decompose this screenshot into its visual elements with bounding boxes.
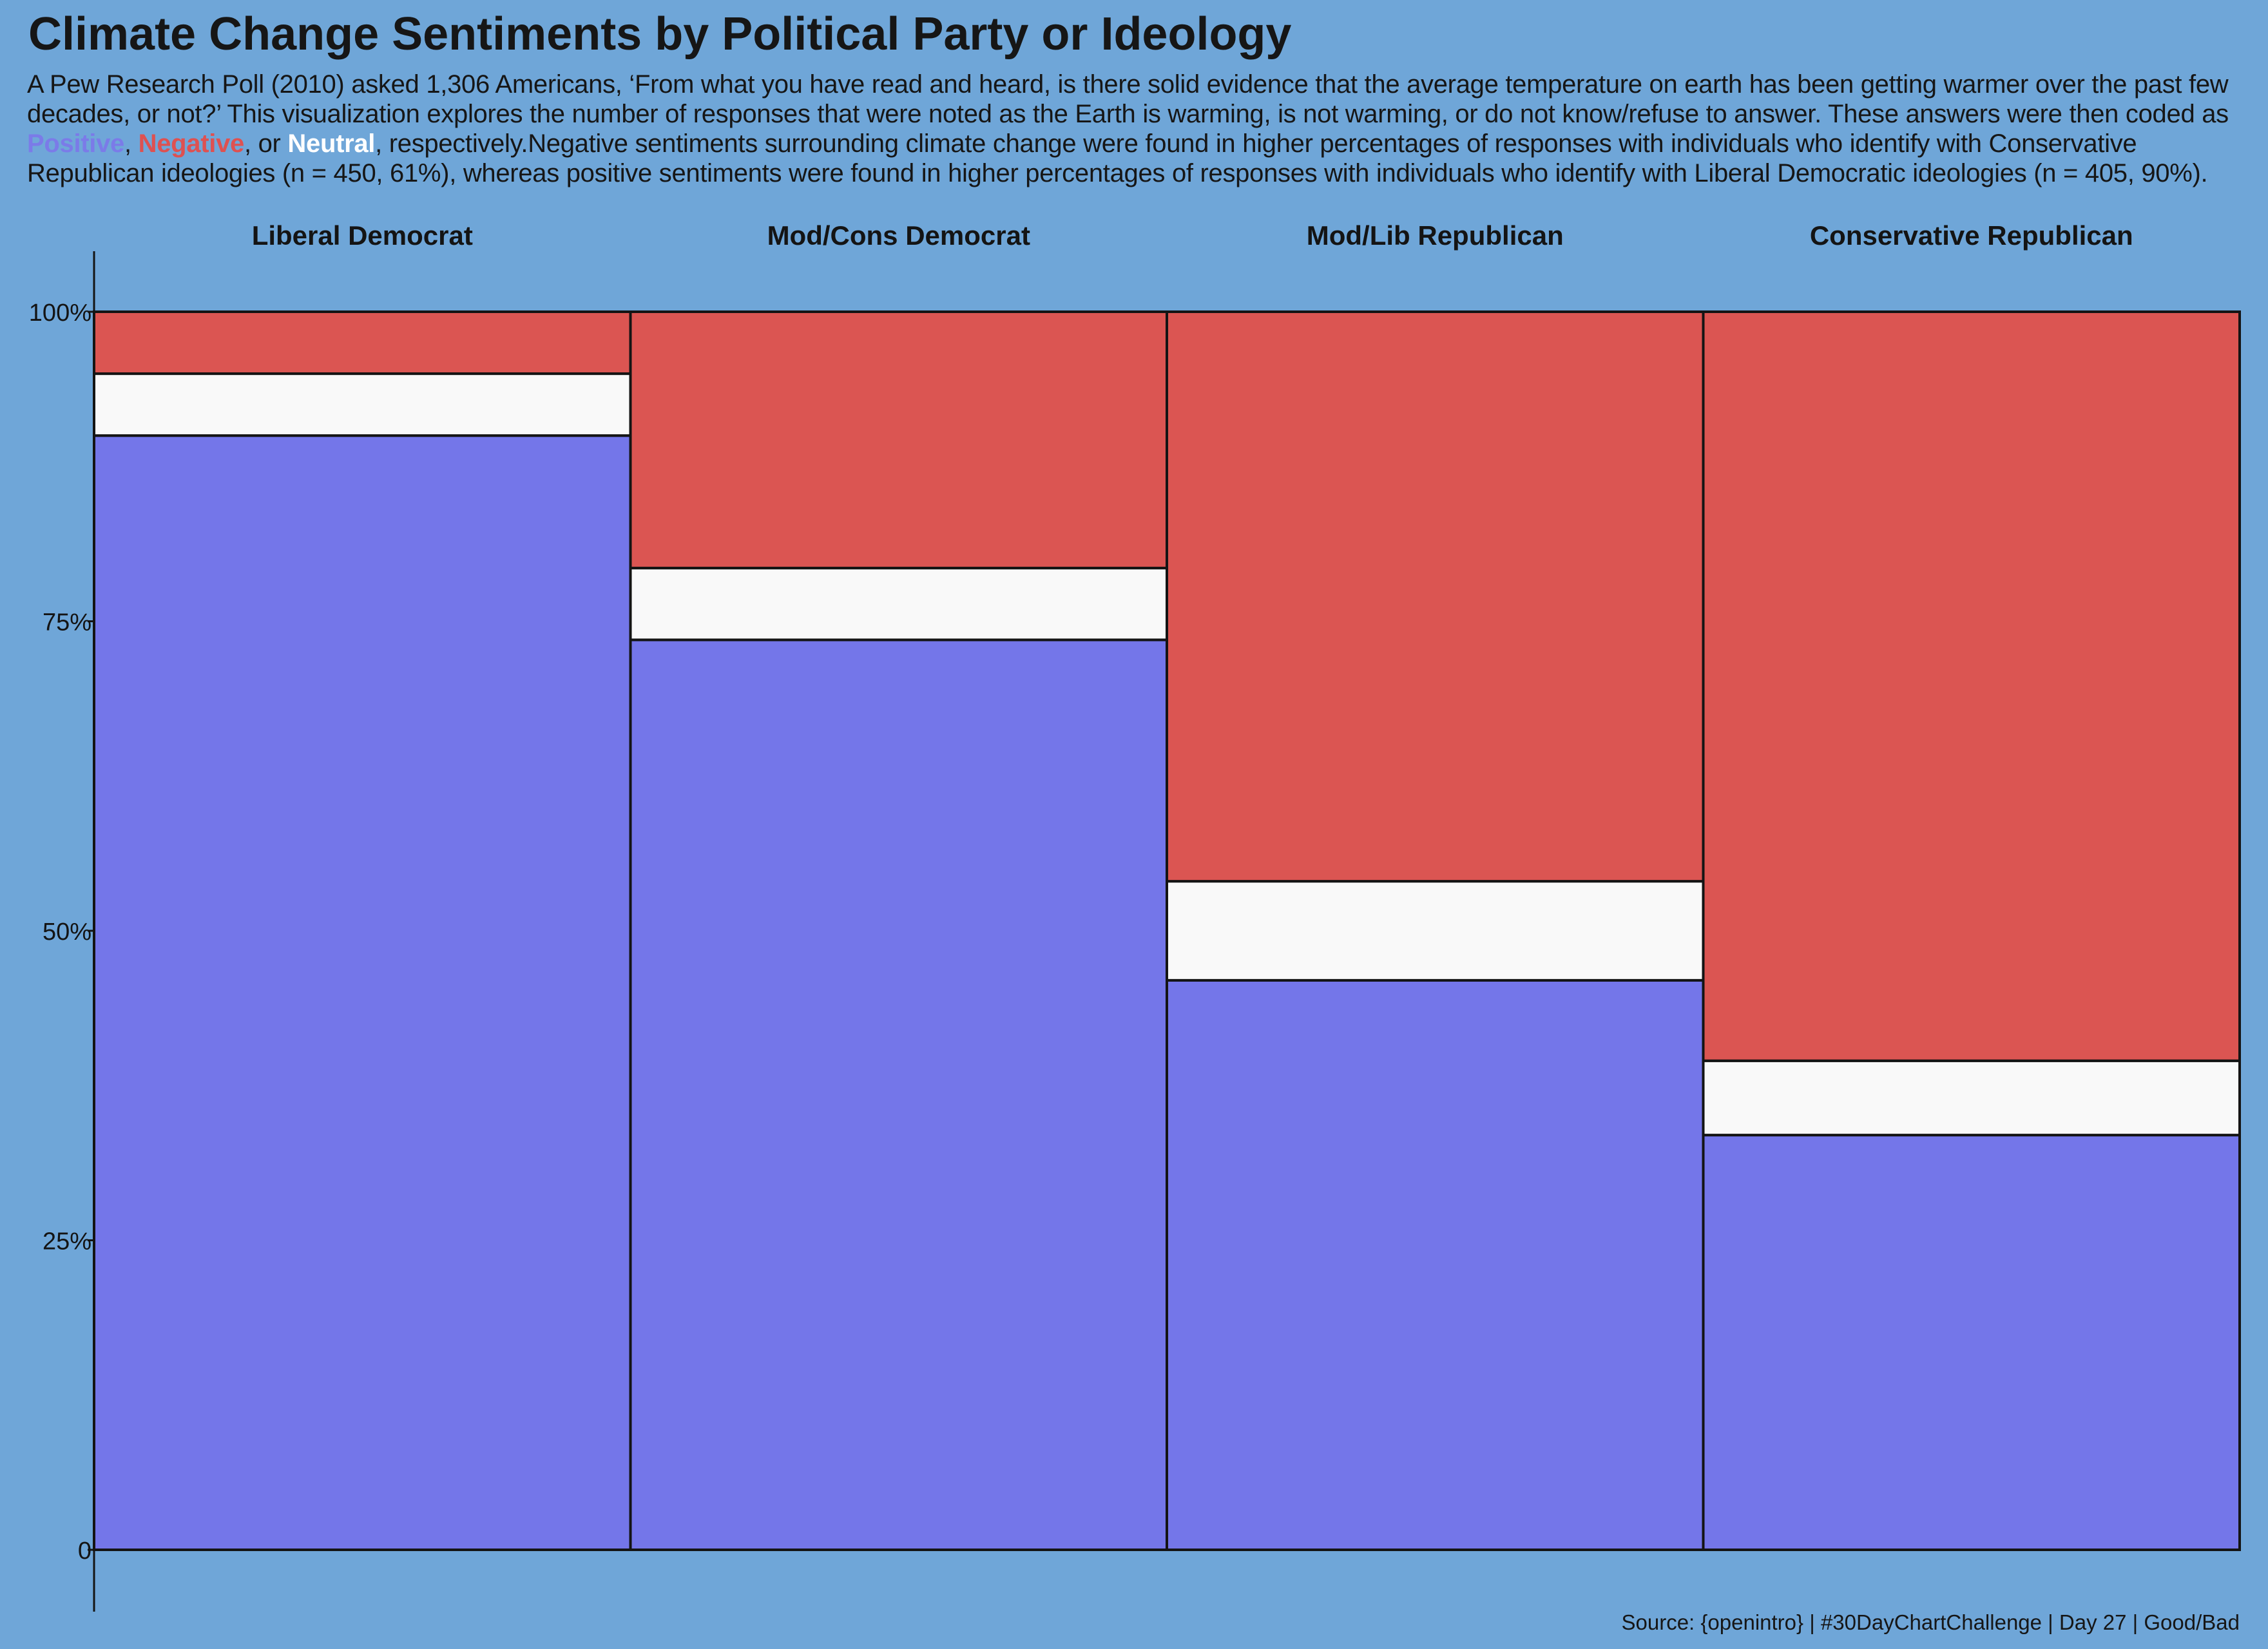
subtitle-positive-label: Positive (27, 129, 124, 158)
bar-segment-liberal-democrat-neutral (93, 372, 632, 437)
bars (93, 310, 2241, 1552)
bar-segment-mod-lib-republican-positive (1166, 978, 1705, 1551)
bar-segment-conservative-republican-positive (1702, 1134, 2241, 1551)
y-tick-label: 100% (29, 300, 91, 327)
bar-segment-conservative-republican-neutral (1702, 1059, 2241, 1137)
bar-segment-liberal-democrat-positive (93, 434, 632, 1552)
bar-segment-mod-lib-republican-neutral (1166, 880, 1705, 982)
bar-segment-mod-lib-republican-negative (1166, 310, 1705, 883)
facet-labels: Liberal Democrat Mod/Cons Democrat Mod/Lib… (252, 220, 2133, 251)
bar-segment-liberal-democrat-negative (93, 310, 632, 376)
subtitle-part-1: A Pew Research Poll (2010) asked 1,306 A… (27, 70, 2229, 128)
y-axis: 0 25% 50% 75% 100% (29, 251, 95, 1612)
y-tick-label: 50% (43, 919, 91, 946)
chart-title: Climate Change Sentiments by Political P… (28, 8, 1292, 60)
chart-subtitle: A Pew Research Poll (2010) asked 1,306 A… (27, 70, 2244, 188)
y-tick-label: 75% (43, 609, 91, 636)
facet-label-liberal-democrat: Liberal Democrat (252, 220, 473, 251)
subtitle-separator-1: , (124, 129, 139, 158)
y-tick-label: 0 (78, 1538, 91, 1565)
bar-segment-mod-cons-democrat-negative (629, 310, 1168, 569)
y-tick-label: 25% (43, 1228, 91, 1255)
subtitle-neutral-label: Neutral (287, 129, 376, 158)
subtitle-part-2: , respectively.Negative sentiments surro… (27, 129, 2208, 187)
facet-label-mod-cons-democrat: Mod/Cons Democrat (767, 220, 1030, 251)
bar-segment-mod-cons-democrat-neutral (629, 566, 1168, 642)
subtitle-separator-2: , or (244, 129, 288, 158)
bar-segment-conservative-republican-negative (1702, 310, 2241, 1062)
bar-segment-mod-cons-democrat-positive (629, 638, 1168, 1552)
subtitle-negative-label: Negative (138, 129, 245, 158)
facet-label-mod-lib-republican: Mod/Lib Republican (1307, 220, 1564, 251)
facet-label-conservative-republican: Conservative Republican (1810, 220, 2133, 251)
source-caption: Source: {openintro} | #30DayChartChallen… (1621, 1610, 2240, 1634)
